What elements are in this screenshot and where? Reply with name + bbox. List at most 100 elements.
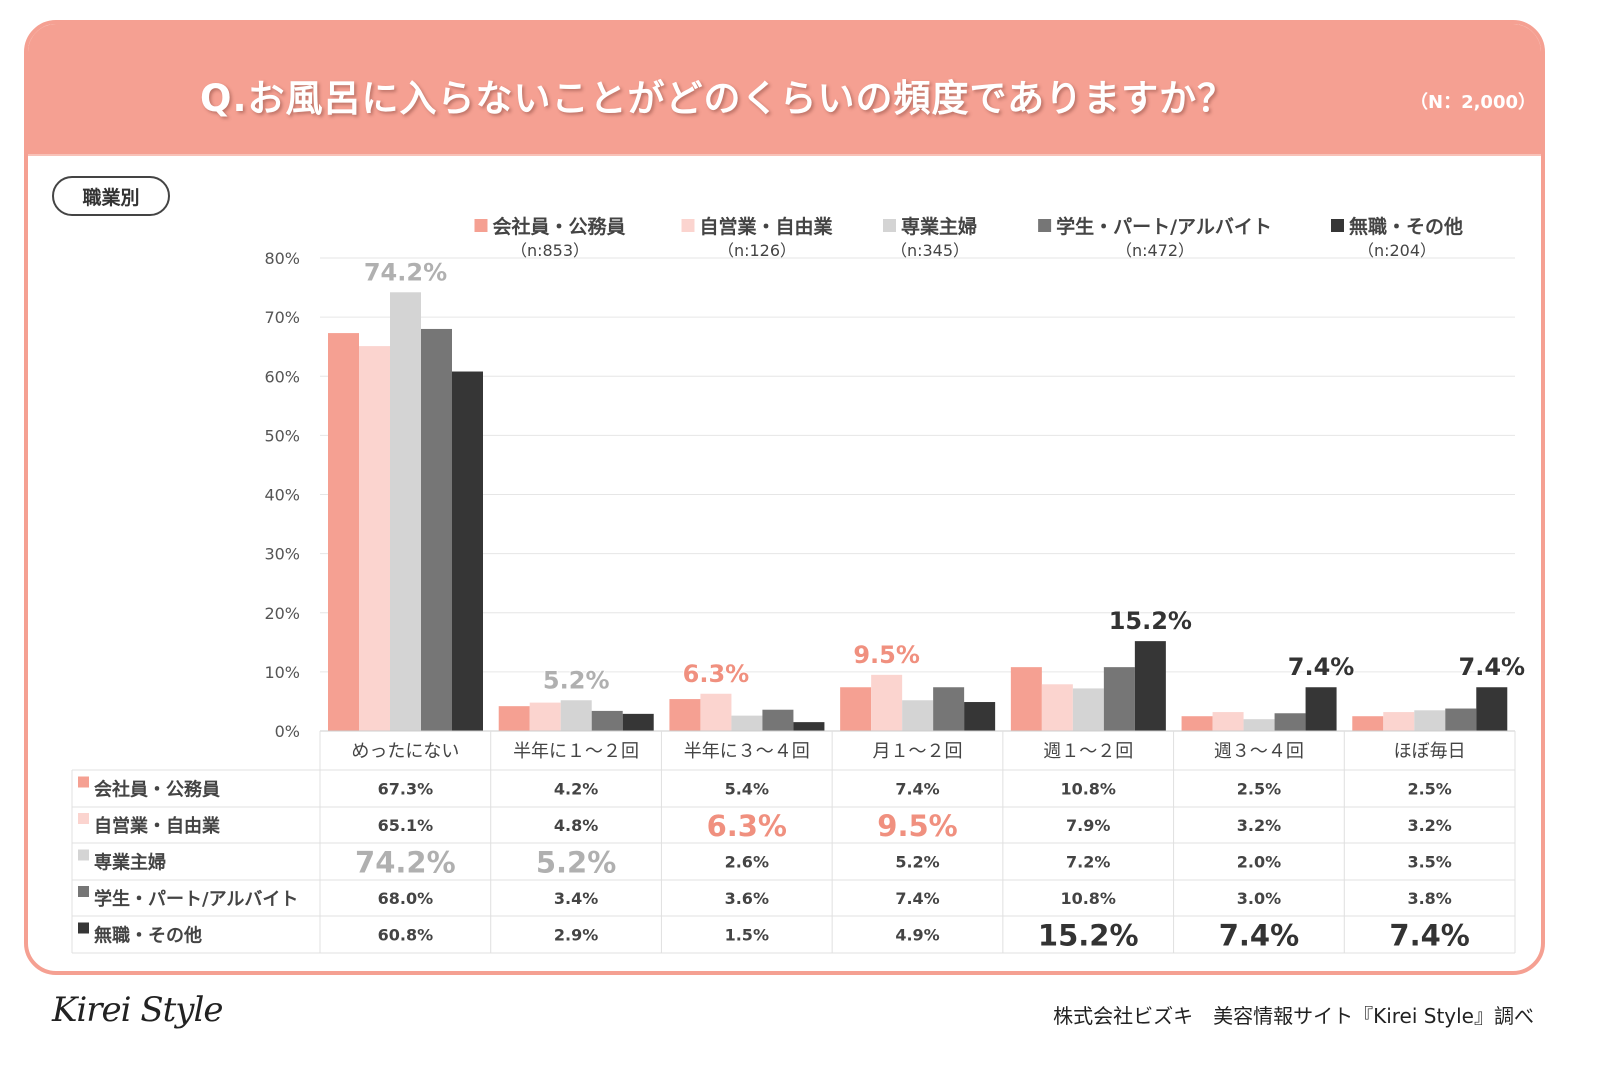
bar (871, 674, 903, 731)
bar (452, 371, 483, 731)
table-cell: 1.5% (725, 926, 769, 945)
legend-n: （n:853） (510, 241, 590, 260)
table-cell: 4.9% (895, 926, 939, 945)
legend-n: （n:472） (1115, 241, 1195, 260)
table-cell: 2.9% (554, 926, 598, 945)
bar (1414, 710, 1446, 731)
table-cell: 3.4% (554, 889, 598, 908)
table-cell: 67.3% (378, 780, 434, 799)
highlight-data-label: 6.3% (683, 660, 750, 688)
bar (1212, 712, 1244, 731)
bar (700, 693, 732, 731)
legend-item: 専業主婦 （n:345） (882, 212, 977, 261)
bar (964, 702, 996, 731)
bar (1305, 687, 1337, 731)
highlight-data-label: 7.4% (1459, 653, 1526, 681)
category-header: 週１～２回 (1043, 741, 1133, 762)
bar (1072, 688, 1104, 731)
highlight-table-cell: 6.3% (707, 809, 787, 843)
legend-label: 無職・その他 (1348, 216, 1464, 238)
series-swatch (78, 886, 89, 897)
bar (359, 346, 390, 731)
y-tick-label: 20% (264, 604, 300, 623)
bar (1445, 708, 1477, 731)
table-cell: 2.5% (1237, 780, 1281, 799)
legend-item: 会社員・公務員 （n:853） (474, 212, 626, 261)
table-cell: 3.2% (1407, 816, 1451, 835)
highlight-data-label: 15.2% (1109, 607, 1192, 635)
bar (902, 700, 934, 731)
category-header: めったにない (351, 741, 459, 762)
series-swatch (78, 849, 89, 861)
bar (1041, 684, 1073, 731)
source-note: 株式会社ビズキ 美容情報サイト『Kirei Style』調べ (1053, 1004, 1534, 1028)
legend-label: 会社員・公務員 (492, 216, 626, 238)
kirei-style-logo: Kirei Style (52, 990, 223, 1030)
bar (1352, 716, 1384, 731)
legend-swatch (1038, 219, 1052, 232)
bar (793, 722, 825, 731)
legend-swatch (681, 219, 695, 232)
table-cell: 68.0% (378, 889, 434, 908)
category-header: 週３～４回 (1214, 741, 1304, 762)
highlight-table-cell: 7.4% (1389, 919, 1469, 953)
bar (1383, 712, 1415, 731)
highlight-table-cell: 7.4% (1219, 919, 1299, 953)
table-cell: 10.8% (1060, 780, 1116, 799)
y-tick-label: 70% (264, 308, 300, 327)
header-band: Q.お風呂に入らないことがどのくらいの頻度でありますか？ （N：2,000） (28, 24, 1541, 156)
sample-size: （N：2,000） (1410, 92, 1536, 113)
table-cell: 3.8% (1407, 889, 1451, 908)
bar (622, 713, 654, 731)
bar (591, 710, 623, 731)
highlight-data-label: 5.2% (543, 666, 610, 694)
table-cell: 2.0% (1237, 853, 1281, 872)
legend-swatch (1330, 219, 1344, 232)
bar (529, 702, 561, 731)
bar (669, 699, 701, 731)
highlight-table-cell: 9.5% (877, 809, 957, 843)
table-cell: 5.2% (895, 853, 939, 872)
table-cell: 2.6% (725, 853, 769, 872)
legend-item: 自営業・自由業 （n:126） (681, 212, 833, 261)
table-cell: 3.5% (1407, 853, 1451, 872)
category-header: ほぼ毎日 (1394, 741, 1466, 762)
table-cell: 4.2% (554, 780, 598, 799)
table-cell: 7.2% (1066, 853, 1110, 872)
y-tick-label: 0% (275, 722, 300, 741)
bar (390, 292, 421, 731)
legend-item: 学生・パート/アルバイト （n:472） (1038, 212, 1272, 261)
legend-swatch (474, 219, 488, 232)
table-cell: 3.2% (1237, 816, 1281, 835)
highlight-data-label: 9.5% (853, 641, 920, 669)
category-header: 月１～２回 (873, 741, 963, 762)
series-swatch (78, 776, 89, 788)
legend-n: （n:204） (1357, 241, 1437, 260)
table-cell: 2.5% (1407, 780, 1451, 799)
bar (1103, 667, 1135, 731)
highlight-table-cell: 74.2% (355, 846, 456, 880)
bar (1010, 667, 1042, 731)
highlight-data-label: 74.2% (364, 258, 447, 286)
segment-tag: 職業別 (52, 176, 170, 216)
card-frame: Q.お風呂に入らないことがどのくらいの頻度でありますか？ （N：2,000） (24, 20, 1545, 975)
bar (1274, 713, 1306, 731)
category-header: 半年に１～２回 (513, 741, 639, 762)
bar (421, 328, 452, 731)
legend-n: （n:345） (890, 241, 970, 260)
legend-label: 学生・パート/アルバイト (1056, 216, 1272, 238)
bar (560, 700, 592, 731)
highlight-data-label: 7.4% (1288, 653, 1355, 681)
series-row-label: 専業主婦 (94, 852, 166, 874)
bar (1134, 641, 1166, 731)
series-row-label: 自営業・自由業 (94, 815, 221, 837)
bar (840, 687, 872, 731)
highlight-table-cell: 15.2% (1038, 919, 1139, 953)
bar (731, 715, 763, 731)
legend-swatch (882, 219, 896, 232)
y-tick-label: 80% (264, 249, 300, 268)
bar (933, 687, 965, 731)
series-row-label: 会社員・公務員 (94, 779, 220, 801)
legend-label: 自営業・自由業 (699, 216, 833, 238)
